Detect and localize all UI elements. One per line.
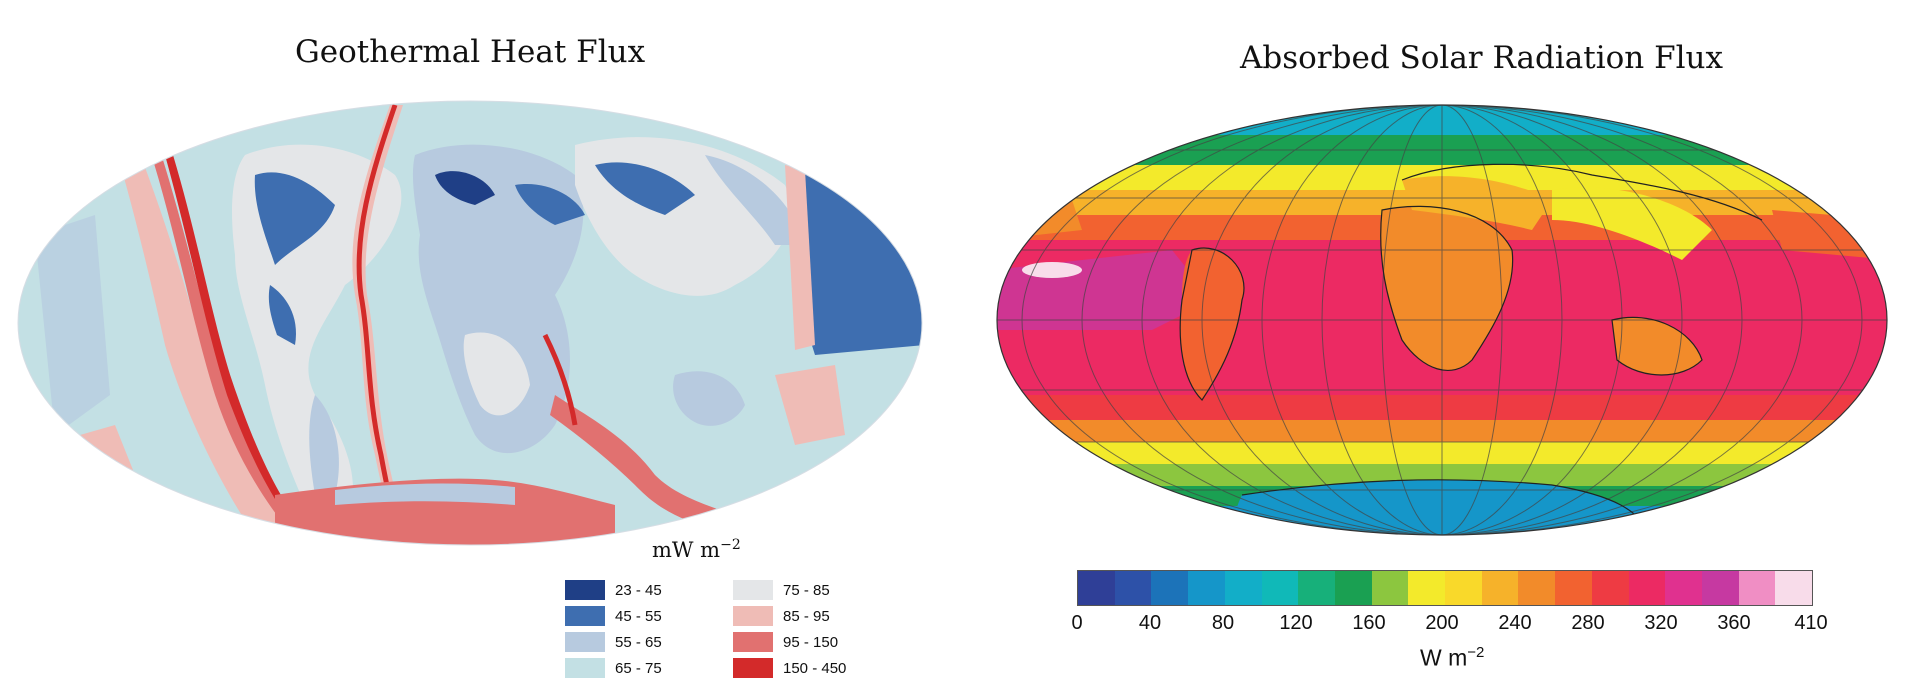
- legend-item-55-65: 55 - 65: [565, 632, 662, 652]
- colorbar-segment: [1371, 571, 1409, 605]
- legend-item-150-450: 150 - 450: [733, 658, 846, 678]
- colorbar-segment: [1555, 571, 1592, 605]
- colorbar-segment: [1334, 571, 1372, 605]
- legend-item-95-150: 95 - 150: [733, 632, 838, 652]
- colorbar-tick: 320: [1644, 612, 1678, 634]
- legend-label: 85 - 95: [783, 607, 830, 625]
- solar-unit-exponent: −2: [1467, 644, 1485, 661]
- legend-item-23-45: 23 - 45: [565, 580, 662, 600]
- colorbar-segment: [1188, 571, 1225, 605]
- legend-swatch: [565, 632, 605, 652]
- colorbar-tick: 360: [1717, 612, 1751, 634]
- legend-swatch: [565, 658, 605, 678]
- solar-panel: Absorbed Solar Radiation Flux: [980, 0, 1906, 690]
- legend-swatch: [565, 606, 605, 626]
- colorbar-segment: [1591, 571, 1629, 605]
- colorbar-segment: [1518, 571, 1556, 605]
- colorbar-segment: [1738, 571, 1776, 605]
- legend-label: 75 - 85: [783, 581, 830, 599]
- legend-swatch: [565, 580, 605, 600]
- legend-item-65-75: 65 - 75: [565, 658, 662, 678]
- colorbar-segment: [1628, 571, 1666, 605]
- colorbar-segment: [1445, 571, 1482, 605]
- colorbar-segment: [1775, 571, 1813, 605]
- solar-unit-text: W m: [1420, 644, 1468, 671]
- colorbar-tick: 410: [1794, 612, 1828, 634]
- geothermal-heat-flux-map: [17, 100, 923, 546]
- colorbar-segment: [1224, 571, 1262, 605]
- geothermal-map-title: Geothermal Heat Flux: [295, 34, 646, 70]
- legend-item-45-55: 45 - 55: [565, 606, 662, 626]
- legend-swatch: [733, 658, 773, 678]
- colorbar-segment: [1078, 571, 1115, 605]
- colorbar-tick: 120: [1279, 612, 1313, 634]
- geothermal-unit-exponent: −2: [720, 537, 741, 553]
- solar-colorbar: [1077, 570, 1813, 606]
- colorbar-segment: [1665, 571, 1702, 605]
- geothermal-panel: Geothermal Heat Flux: [17, 34, 923, 678]
- legend-label: 55 - 65: [615, 633, 662, 651]
- colorbar-tick: 40: [1138, 612, 1162, 634]
- colorbar-segment: [1481, 571, 1519, 605]
- legend-item-75-85: 75 - 85: [733, 580, 830, 600]
- legend-label: 95 - 150: [783, 633, 839, 651]
- colorbar-segment: [1701, 571, 1739, 605]
- legend-swatch: [733, 632, 773, 652]
- colorbar-segment: [1114, 571, 1152, 605]
- colorbar-segment: [1261, 571, 1299, 605]
- geothermal-unit-text: mW m: [652, 538, 721, 562]
- colorbar-tick: 80: [1211, 612, 1235, 634]
- legend-label: 150 - 450: [783, 659, 847, 677]
- legend-label: 23 - 45: [615, 581, 662, 599]
- geothermal-unit-label: mW m−2: [652, 537, 741, 562]
- colorbar-segment: [1298, 571, 1335, 605]
- legend-swatch: [733, 606, 773, 626]
- legend-swatch: [733, 580, 773, 600]
- colorbar-tick: 200: [1425, 612, 1459, 634]
- solar-radiation-map: [996, 104, 1888, 536]
- colorbar-tick: 160: [1352, 612, 1386, 634]
- solar-unit-label: W m−2: [1420, 644, 1484, 672]
- solar-map-title: Absorbed Solar Radiation Flux: [1240, 40, 1723, 76]
- legend-label: 65 - 75: [615, 659, 662, 677]
- legend-item-85-95: 85 - 95: [733, 606, 830, 626]
- colorbar-tick: 240: [1498, 612, 1532, 634]
- colorbar-tick: 280: [1571, 612, 1605, 634]
- legend-label: 45 - 55: [615, 607, 662, 625]
- colorbar-tick: 0: [1071, 612, 1083, 634]
- colorbar-segment: [1408, 571, 1446, 605]
- colorbar-segment: [1151, 571, 1189, 605]
